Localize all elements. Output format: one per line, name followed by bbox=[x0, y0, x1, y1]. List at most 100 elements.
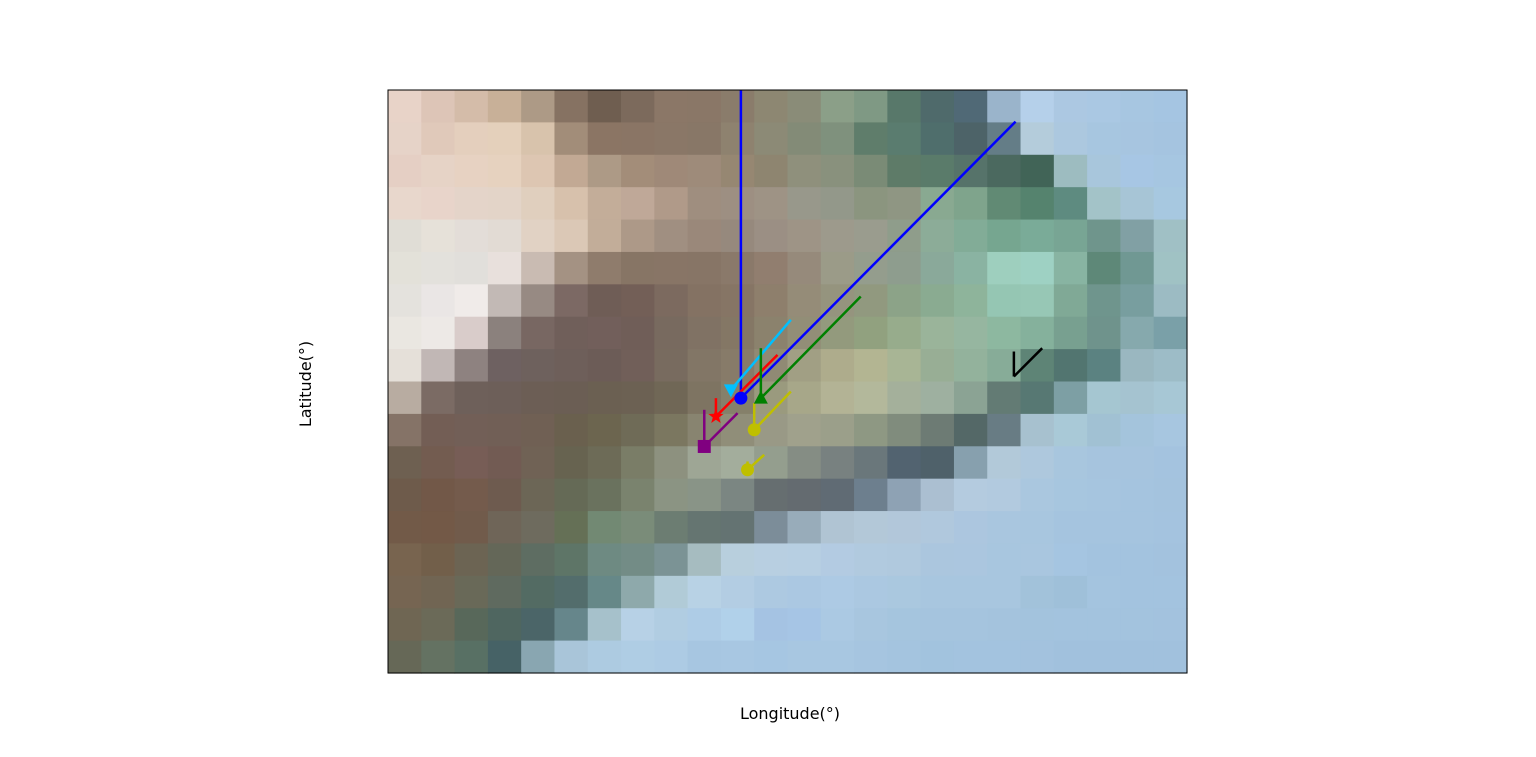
raster-cell bbox=[687, 90, 722, 123]
raster-cell bbox=[920, 251, 955, 285]
raster-cell bbox=[421, 640, 456, 674]
raster-cell bbox=[1087, 90, 1122, 123]
raster-cell bbox=[920, 90, 955, 123]
raster-cell bbox=[521, 187, 556, 221]
raster-cell bbox=[887, 511, 922, 545]
raster-cell bbox=[754, 187, 789, 221]
raster-cell bbox=[920, 284, 955, 318]
raster-cell bbox=[754, 251, 789, 285]
raster-cell bbox=[887, 90, 922, 123]
raster-cell bbox=[920, 446, 955, 480]
raster-cell bbox=[1153, 349, 1188, 383]
raster-cell bbox=[388, 219, 422, 253]
raster-cell bbox=[787, 478, 822, 512]
raster-cell bbox=[754, 316, 789, 350]
raster-cell bbox=[454, 446, 489, 480]
raster-cell bbox=[754, 90, 789, 123]
raster-cell bbox=[854, 413, 888, 447]
raster-cell bbox=[754, 640, 789, 674]
raster-cell bbox=[1120, 446, 1155, 480]
raster-cell bbox=[920, 154, 955, 188]
raster-cell bbox=[521, 575, 556, 609]
raster-cell bbox=[1120, 349, 1155, 383]
raster-cell bbox=[953, 413, 988, 447]
raster-cell bbox=[388, 446, 422, 480]
raster-cell bbox=[953, 349, 988, 383]
raster-cell bbox=[487, 511, 522, 545]
raster-cell bbox=[754, 478, 789, 512]
raster-cell bbox=[1120, 90, 1155, 123]
raster-cell bbox=[787, 251, 822, 285]
raster-cell bbox=[1153, 219, 1188, 253]
raster-cell bbox=[720, 608, 755, 642]
raster-cell bbox=[1020, 413, 1055, 447]
raster-cell bbox=[720, 90, 755, 123]
raster-cell bbox=[587, 478, 622, 512]
raster-cell bbox=[554, 608, 589, 642]
raster-cell bbox=[854, 511, 888, 545]
raster-cell bbox=[854, 640, 888, 674]
raster-cell bbox=[388, 575, 422, 609]
raster-cell bbox=[987, 381, 1022, 415]
raster-cell bbox=[987, 608, 1022, 642]
raster-cell bbox=[487, 251, 522, 285]
raster-cell bbox=[654, 543, 689, 577]
raster-cell bbox=[720, 316, 755, 350]
raster-cell bbox=[554, 219, 589, 253]
raster-cell bbox=[720, 511, 755, 545]
raster-cell bbox=[854, 608, 888, 642]
raster-cell bbox=[421, 122, 456, 156]
raster-cell bbox=[421, 90, 456, 123]
raster-cell bbox=[887, 478, 922, 512]
raster-cell bbox=[1087, 640, 1122, 674]
raster-cell bbox=[1053, 608, 1088, 642]
raster-cell bbox=[1087, 122, 1122, 156]
raster-cell bbox=[1053, 575, 1088, 609]
raster-cell bbox=[987, 316, 1022, 350]
raster-cell bbox=[687, 122, 722, 156]
raster-cell bbox=[587, 122, 622, 156]
raster-cell bbox=[953, 219, 988, 253]
raster-cell bbox=[720, 640, 755, 674]
raster-cell bbox=[887, 316, 922, 350]
raster-cell bbox=[554, 543, 589, 577]
raster-cell bbox=[1053, 154, 1088, 188]
raster-cell bbox=[820, 349, 855, 383]
raster-cell bbox=[1087, 219, 1122, 253]
raster-cell bbox=[521, 349, 556, 383]
raster-cell bbox=[1087, 575, 1122, 609]
raster-cell bbox=[1120, 575, 1155, 609]
raster-cell bbox=[1153, 122, 1188, 156]
raster-cell bbox=[621, 446, 655, 480]
raster-cell bbox=[1087, 608, 1122, 642]
raster-cell bbox=[1053, 316, 1088, 350]
raster-cell bbox=[654, 122, 689, 156]
raster-cell bbox=[454, 316, 489, 350]
raster-cell bbox=[887, 640, 922, 674]
raster-cell bbox=[1120, 154, 1155, 188]
raster-cell bbox=[920, 511, 955, 545]
raster-cell bbox=[1153, 575, 1188, 609]
raster-cell bbox=[854, 543, 888, 577]
raster-cell bbox=[421, 284, 456, 318]
raster-cell bbox=[487, 381, 522, 415]
raster-cell bbox=[820, 446, 855, 480]
raster-cell bbox=[820, 413, 855, 447]
raster-cell bbox=[388, 413, 422, 447]
marker-square-7 bbox=[697, 439, 711, 453]
raster-cell bbox=[421, 381, 456, 415]
raster-cell bbox=[820, 251, 855, 285]
raster-cell bbox=[987, 413, 1022, 447]
raster-cell bbox=[1153, 316, 1188, 350]
raster-cell bbox=[654, 413, 689, 447]
raster-cell bbox=[554, 90, 589, 123]
raster-cell bbox=[587, 219, 622, 253]
raster-cell bbox=[720, 349, 755, 383]
raster-cell bbox=[1020, 381, 1055, 415]
raster-cell bbox=[421, 511, 456, 545]
raster-cell bbox=[953, 575, 988, 609]
marker-circle-9 bbox=[747, 423, 761, 437]
raster-cell bbox=[887, 219, 922, 253]
raster-cell bbox=[1153, 90, 1188, 123]
raster-cell bbox=[521, 640, 556, 674]
